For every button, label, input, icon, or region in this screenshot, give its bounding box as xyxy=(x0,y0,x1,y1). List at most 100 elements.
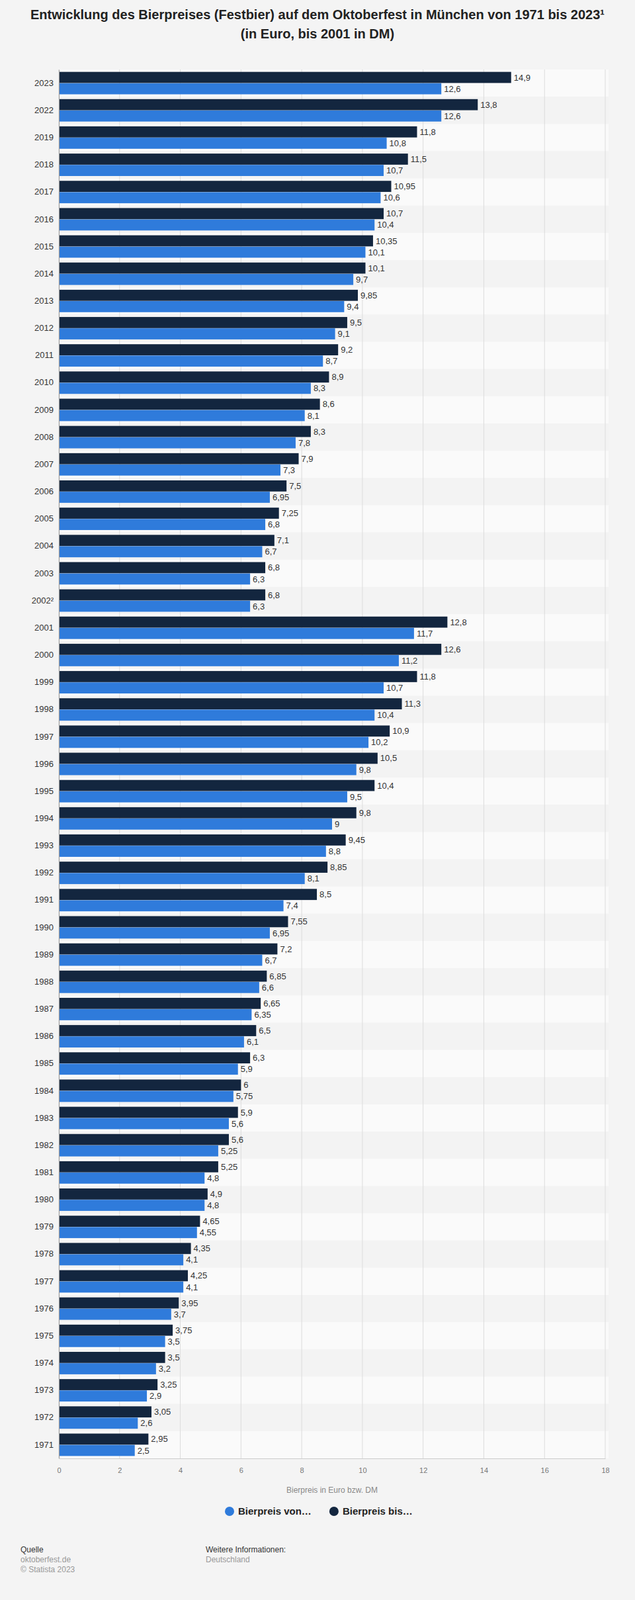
y-tick: 2023 xyxy=(34,78,59,88)
data-label: 9,2 xyxy=(340,344,353,355)
row-stripe xyxy=(58,831,609,859)
y-tick: 1982 xyxy=(34,1139,59,1150)
y-tick: 1991 xyxy=(34,894,59,905)
row-stripe xyxy=(58,750,609,778)
row-stripe xyxy=(58,967,609,995)
data-label: 8,7 xyxy=(325,355,338,366)
y-tick-label: 1980 xyxy=(34,1193,54,1204)
bar xyxy=(58,1297,179,1309)
y-tick: 1985 xyxy=(34,1057,59,1068)
x-axis-line xyxy=(59,1457,606,1459)
data-label: 7,55 xyxy=(290,916,307,927)
row-stripe xyxy=(58,586,609,614)
data-label: 9,5 xyxy=(349,791,362,802)
data-label: 10,6 xyxy=(382,192,400,203)
row-stripe xyxy=(58,1376,609,1404)
data-label: 10,4 xyxy=(377,780,394,791)
bar xyxy=(58,1351,166,1363)
row-stripe xyxy=(58,940,609,968)
data-label: 9,8 xyxy=(359,764,372,775)
data-label: 10,4 xyxy=(377,709,394,720)
y-tick-label: 2022 xyxy=(34,105,54,116)
bar xyxy=(58,654,399,667)
bar xyxy=(58,1335,166,1347)
bar xyxy=(58,806,357,819)
bar xyxy=(58,72,512,84)
y-tick-label: 2017 xyxy=(34,186,54,197)
y-tick-label: 2023 xyxy=(34,78,54,88)
x-tick: 6 xyxy=(239,1457,244,1474)
grid-line xyxy=(544,69,546,1458)
data-label: 8,8 xyxy=(328,846,341,856)
y-tick: 1976 xyxy=(34,1303,59,1313)
bar xyxy=(58,1215,200,1227)
data-label: 6,8 xyxy=(267,519,280,530)
row-stripe xyxy=(58,640,609,669)
bar xyxy=(58,1051,251,1063)
data-label: 12,6 xyxy=(443,111,461,122)
data-label: 8,1 xyxy=(307,873,320,884)
row-stripe xyxy=(58,1185,609,1213)
row-stripe xyxy=(58,1294,609,1322)
bar xyxy=(58,545,262,557)
data-label: 10,35 xyxy=(375,236,398,247)
row-stripe xyxy=(58,886,609,914)
row-stripe xyxy=(58,259,609,288)
data-label: 3,7 xyxy=(173,1309,186,1319)
x-tick: 4 xyxy=(178,1457,183,1474)
y-tick-label: 2018 xyxy=(34,159,54,170)
bar xyxy=(58,752,378,764)
data-label: 4,8 xyxy=(207,1199,219,1210)
bar xyxy=(58,382,311,394)
bar xyxy=(58,1199,205,1211)
bar xyxy=(58,627,415,639)
y-tick-label: 1988 xyxy=(34,976,54,987)
y-tick: 2005 xyxy=(34,513,59,524)
bar xyxy=(58,425,311,438)
row-stripe xyxy=(58,668,609,696)
data-label: 3,25 xyxy=(160,1379,177,1390)
bar xyxy=(58,1362,157,1374)
y-tick: 2016 xyxy=(34,214,59,225)
y-tick-label: 2019 xyxy=(34,132,54,143)
data-label: 6,85 xyxy=(269,971,286,981)
bar xyxy=(58,943,278,955)
y-tick: 2000 xyxy=(34,649,59,660)
y-tick-label: 1979 xyxy=(34,1221,54,1231)
bar xyxy=(58,1062,239,1075)
bar xyxy=(58,561,266,573)
data-label: 6,3 xyxy=(252,1052,265,1063)
y-tick: 2011 xyxy=(35,349,59,360)
y-tick-label: 2006 xyxy=(34,486,54,497)
legend-marker xyxy=(224,1506,235,1516)
x-tick-label: 6 xyxy=(239,1465,244,1474)
footer-text: Quelle xyxy=(20,1544,44,1554)
data-label: 6,8 xyxy=(267,590,280,600)
row-stripe xyxy=(58,205,609,233)
y-tick-label: 1994 xyxy=(34,812,54,823)
data-label: 4,1 xyxy=(185,1254,198,1265)
bar xyxy=(58,997,261,1009)
bar xyxy=(58,1444,135,1456)
y-tick: 2012 xyxy=(34,322,59,333)
data-label: 7,5 xyxy=(289,480,301,491)
bar xyxy=(58,191,381,204)
data-label: 14,9 xyxy=(513,72,531,83)
y-tick: 2022 xyxy=(34,105,59,116)
data-label: 5,75 xyxy=(236,1090,253,1101)
y-tick: 1996 xyxy=(34,758,59,769)
x-tick: 16 xyxy=(541,1457,550,1474)
x-tick-label: 10 xyxy=(358,1465,367,1474)
data-label: 5,6 xyxy=(231,1134,244,1145)
data-label: 7,3 xyxy=(283,465,296,475)
y-tick-label: 1982 xyxy=(34,1139,54,1150)
bar xyxy=(58,861,328,873)
bar xyxy=(58,1378,158,1390)
row-stripe xyxy=(58,314,609,342)
data-label: 5,25 xyxy=(220,1145,238,1156)
data-label: 10,1 xyxy=(367,263,385,274)
data-label: 6,35 xyxy=(254,1009,271,1020)
y-tick-label: 2008 xyxy=(34,431,54,442)
bar xyxy=(58,1416,138,1429)
y-tick: 1986 xyxy=(34,1030,59,1041)
